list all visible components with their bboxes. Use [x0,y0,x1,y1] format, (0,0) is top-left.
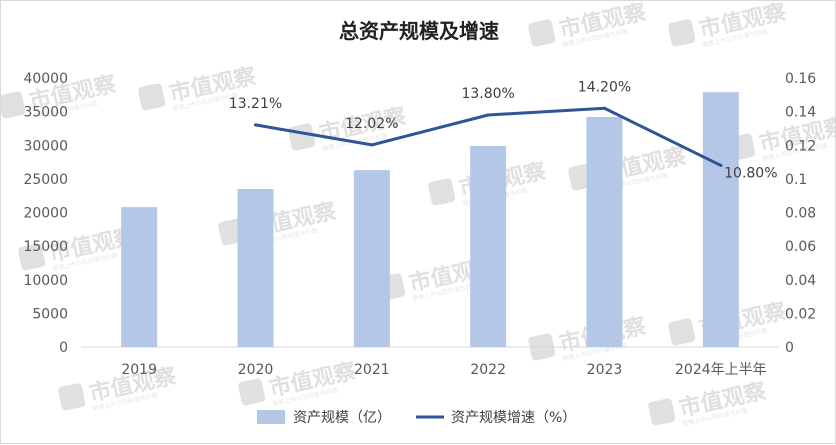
line-point [254,123,257,127]
watermark-logo-icon [668,318,696,346]
watermark-logo-icon [18,243,46,271]
left-axis-tick-label: 30000 [23,138,68,154]
watermark-logo-icon [1,91,26,119]
left-axis-tick-label: 40000 [23,71,68,87]
line-point [486,113,490,117]
right-axis-tick-label: 0.1 [785,172,807,188]
watermark-logo-icon [138,83,166,111]
bar-series [121,92,739,347]
bar [237,188,274,347]
line-series [254,106,723,167]
legend-swatch-bar [257,410,285,424]
right-axis: 0 0.02 0.04 0.06 0.08 0.1 0.12 0.14 0.16 [785,71,816,356]
bar [586,117,623,347]
data-label: 12.02% [345,116,398,132]
x-axis-tick-label: 2024年上半年 [675,362,767,378]
right-axis-tick-label: 0.14 [785,105,816,121]
watermark-logo-icon [528,19,556,47]
left-axis-tick-label: 10000 [23,273,68,289]
x-axis-tick-label: 2021 [354,362,390,378]
chart-title: 总资产规模及增速 [339,19,499,43]
legend-label-bar: 资产规模（亿） [293,410,391,426]
watermark-logo-icon [58,383,86,411]
line-point [719,163,723,167]
right-axis-tick-label: 0.04 [785,273,816,289]
x-axis: 2019 2020 2021 2022 2023 2024年上半年 [121,362,766,378]
data-label: 14.20% [578,79,631,95]
legend: 资产规模（亿） 资产规模增速（%） [257,410,576,426]
left-axis-tick-label: 20000 [23,206,68,222]
right-axis-tick-label: 0.02 [785,306,816,322]
left-axis-tick-label: 25000 [23,172,68,188]
right-axis-tick-label: 0.08 [785,206,816,222]
watermark-logo-icon [428,178,456,206]
x-axis-tick-label: 2019 [121,362,157,378]
left-axis-tick-label: 0 [59,340,68,356]
bar [353,170,390,347]
x-axis-tick-label: 2023 [587,362,623,378]
data-label: 13.80% [461,86,514,102]
legend-label-line: 资产规模增速（%） [451,410,576,426]
left-axis-tick-label: 5000 [32,306,68,322]
line-point [370,143,374,147]
right-axis-tick-label: 0.06 [785,239,816,255]
data-label: 10.80% [724,165,777,181]
left-axis-tick-label: 35000 [23,105,68,121]
bar [702,92,739,347]
data-label: 13.21% [229,96,282,112]
watermark-logo-icon [238,378,266,406]
left-axis-tick-label: 15000 [23,239,68,255]
right-axis-tick-label: 0.16 [785,71,816,87]
bar [121,207,158,347]
watermark-logo-icon [648,398,676,426]
data-labels: 13.21% 12.02% 13.80% 14.20% 10.80% [229,79,778,181]
watermark-logo-icon [668,19,696,47]
x-axis-tick-label: 2022 [470,362,506,378]
right-axis-tick-label: 0.12 [785,138,816,154]
right-axis-tick-label: 0 [785,340,794,356]
left-axis: 0 5000 10000 15000 20000 25000 30000 35000 40000 [23,71,68,356]
bar [470,145,507,347]
x-axis-tick-label: 2020 [238,362,274,378]
watermark-logo-icon [288,123,316,151]
line-point [603,106,606,110]
